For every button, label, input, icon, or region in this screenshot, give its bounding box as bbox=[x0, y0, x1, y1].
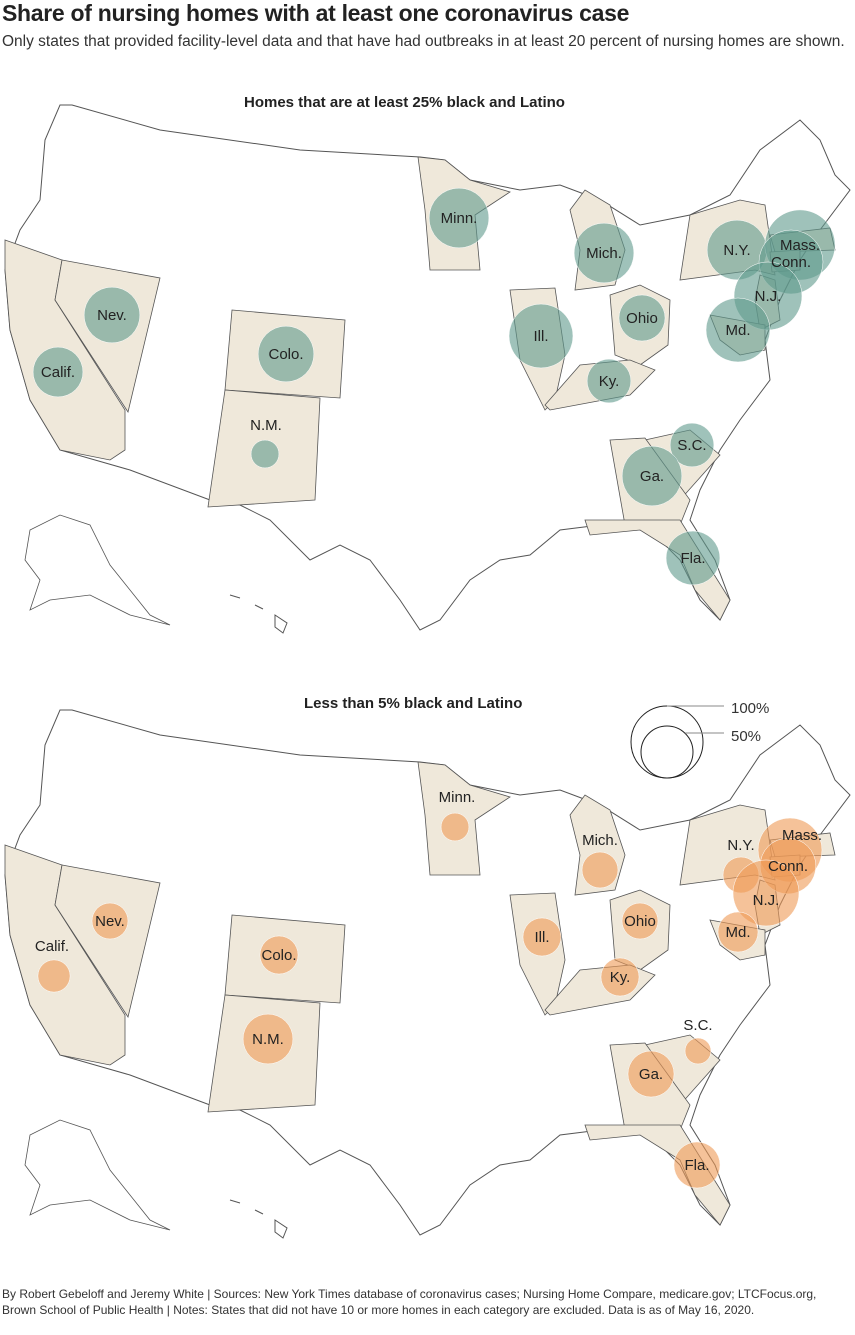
state-circle bbox=[673, 1141, 721, 1189]
state-label: Minn. bbox=[441, 210, 478, 227]
state-label: Colo. bbox=[261, 947, 296, 964]
state-shape bbox=[54, 864, 161, 1018]
state-circle bbox=[665, 530, 721, 586]
state-label: Conn. bbox=[771, 254, 811, 271]
state-label: Colo. bbox=[268, 346, 303, 363]
state-circle bbox=[618, 294, 666, 342]
state-label: N.Y. bbox=[723, 242, 750, 259]
map-panel-1 bbox=[4, 104, 851, 634]
state-label: Ill. bbox=[535, 929, 550, 946]
chart-subtitle: Only states that provided facility-level… bbox=[2, 33, 845, 50]
panel-title-2: Less than 5% black and Latino bbox=[304, 695, 523, 712]
alaska-outline bbox=[24, 514, 171, 626]
state-circle bbox=[705, 297, 771, 363]
state-circle bbox=[508, 303, 574, 369]
state-label: N.J. bbox=[753, 892, 780, 909]
panel-title-1: Homes that are at least 25% black and La… bbox=[244, 94, 565, 111]
state-circle bbox=[669, 422, 715, 468]
state-circle bbox=[91, 902, 129, 940]
state-circle bbox=[259, 935, 299, 975]
state-label: Ga. bbox=[640, 468, 664, 485]
legend-circle-50 bbox=[640, 725, 694, 779]
state-label: Ga. bbox=[639, 1066, 663, 1083]
legend-circle-100 bbox=[630, 705, 704, 779]
legend-label: 100% bbox=[731, 700, 769, 717]
state-circle bbox=[684, 1037, 712, 1065]
state-circle bbox=[621, 902, 659, 940]
state-circle bbox=[600, 957, 640, 997]
state-label: Md. bbox=[725, 924, 750, 941]
state-label: Mich. bbox=[586, 245, 622, 262]
state-circle bbox=[522, 917, 562, 957]
state-circle bbox=[428, 187, 490, 249]
legend-label: 50% bbox=[731, 728, 761, 745]
state-circle bbox=[573, 222, 635, 284]
state-label: Calif. bbox=[35, 938, 69, 955]
state-circle bbox=[732, 859, 800, 927]
state-label: Ky. bbox=[599, 373, 620, 390]
state-label: Ohio bbox=[624, 913, 656, 930]
state-label: N.M. bbox=[252, 1031, 284, 1048]
state-label: Nev. bbox=[97, 307, 127, 324]
map-panel-2 bbox=[4, 709, 851, 1239]
state-label: Mass. bbox=[780, 237, 820, 254]
state-label: Mass. bbox=[782, 827, 822, 844]
state-label: Ill. bbox=[534, 328, 549, 345]
state-label: Minn. bbox=[439, 789, 476, 806]
state-label: N.J. bbox=[755, 288, 782, 305]
state-label: S.C. bbox=[683, 1017, 712, 1034]
state-label: Fla. bbox=[680, 550, 705, 567]
state-circle bbox=[257, 325, 315, 383]
state-circle bbox=[717, 911, 759, 953]
state-label: Ohio bbox=[626, 310, 658, 327]
state-circle bbox=[37, 959, 71, 993]
state-label: N.M. bbox=[250, 417, 282, 434]
state-label: S.C. bbox=[677, 437, 706, 454]
state-label: Calif. bbox=[41, 364, 75, 381]
state-label: Mich. bbox=[582, 832, 618, 849]
state-circle bbox=[627, 1050, 675, 1098]
state-circle bbox=[586, 358, 632, 404]
state-circle bbox=[32, 346, 84, 398]
state-circle bbox=[250, 439, 280, 469]
state-label: Md. bbox=[725, 322, 750, 339]
state-circle bbox=[581, 851, 619, 889]
chart-title: Share of nursing homes with at least one… bbox=[2, 0, 630, 26]
state-label: Fla. bbox=[684, 1157, 709, 1174]
state-label: N.Y. bbox=[727, 837, 754, 854]
state-circle bbox=[242, 1013, 294, 1065]
hawaii-outline bbox=[229, 1199, 288, 1239]
alaska-outline bbox=[24, 1119, 171, 1231]
state-label: Conn. bbox=[768, 858, 808, 875]
state-label: Ky. bbox=[610, 969, 631, 986]
footer-credits: By Robert Gebeloff and Jeremy White | So… bbox=[2, 1287, 817, 1317]
hawaii-outline bbox=[229, 594, 288, 634]
state-label: Nev. bbox=[95, 913, 125, 930]
state-circle bbox=[83, 286, 141, 344]
state-circle bbox=[440, 812, 470, 842]
state-circle bbox=[621, 445, 683, 507]
